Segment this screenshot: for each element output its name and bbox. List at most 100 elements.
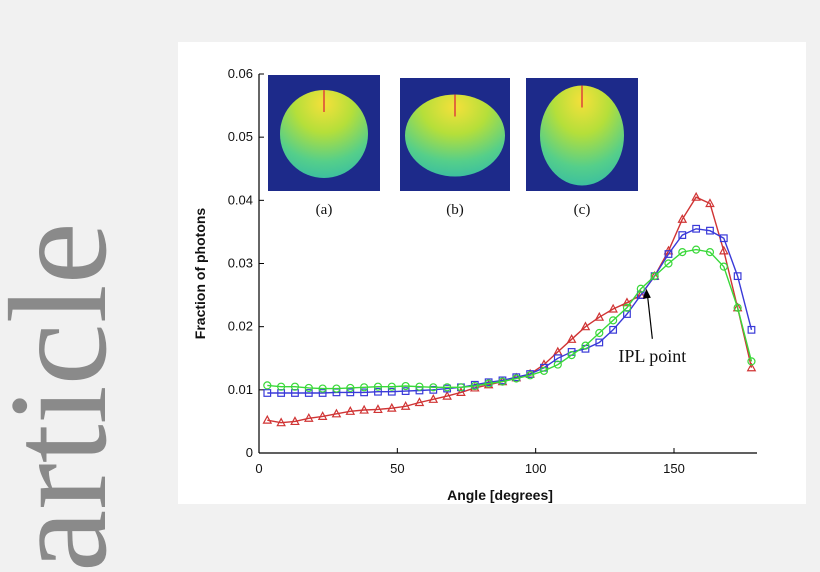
data-point: [373, 382, 383, 391]
annotation-arrow: [646, 293, 653, 339]
figure-panel: 0 0.01 0.02 0.03 0.04 0.05 0.06 0 50 100 150 Angle …: [178, 42, 806, 504]
data-point: [747, 357, 756, 366]
data-point: [622, 303, 632, 312]
data-point: [360, 388, 369, 397]
data-point: [691, 191, 701, 201]
data-point: [705, 198, 715, 208]
line-chart: 0 0.01 0.02 0.03 0.04 0.05 0.06 0 50 100 150 Angle …: [192, 66, 757, 503]
x-tick-label: 150: [663, 461, 685, 476]
data-point: [304, 383, 313, 393]
data-point: [719, 262, 728, 271]
data-point: [318, 384, 327, 393]
data-point: [443, 383, 452, 392]
data-point: [456, 387, 466, 396]
inset-images: (a) (b) (c): [268, 75, 638, 218]
data-point: [331, 408, 342, 418]
data-point: [608, 303, 618, 313]
data-point: [678, 248, 687, 257]
inset-image: (b): [400, 78, 510, 218]
data-point: [317, 411, 328, 420]
data-point: [622, 297, 632, 307]
data-point: [386, 402, 397, 412]
data-point: [692, 245, 701, 254]
data-point: [304, 389, 313, 397]
data-point: [553, 360, 562, 369]
y-tick-label: 0.03: [228, 256, 253, 271]
data-point: [595, 328, 604, 338]
data-point: [387, 382, 396, 391]
data-point: [415, 382, 424, 391]
data-point: [429, 385, 438, 394]
data-point: [263, 381, 272, 390]
data-point: [664, 250, 673, 258]
x-tick-label: 50: [390, 461, 404, 476]
data-point: [346, 388, 355, 397]
data-point: [484, 379, 493, 388]
data-point: [678, 231, 687, 239]
data-point: [360, 383, 369, 392]
y-tick-label: 0: [246, 445, 253, 460]
data-point: [346, 383, 355, 393]
data-point: [719, 234, 728, 243]
x-tick-label: 0: [255, 461, 262, 476]
data-point: [718, 245, 729, 255]
data-point: [318, 389, 327, 397]
y-tick-label: 0.04: [228, 192, 253, 207]
data-point: [387, 387, 396, 396]
annotation-arrowhead: [642, 288, 651, 299]
data-point: [580, 321, 591, 331]
data-point: [636, 284, 645, 293]
series-group: [262, 191, 757, 427]
data-point: [414, 397, 425, 407]
chart-series: [262, 191, 757, 427]
inset-image: (c): [526, 78, 638, 218]
x-tick-label: 100: [525, 461, 547, 476]
data-point: [539, 366, 549, 375]
data-point: [303, 413, 314, 422]
data-point: [428, 394, 439, 403]
data-point: [733, 272, 742, 281]
series-line: [267, 248, 753, 390]
data-point: [747, 325, 756, 334]
y-tick-label: 0.06: [228, 66, 253, 81]
data-point: [609, 316, 618, 325]
inset-shape: [405, 94, 505, 177]
data-point: [277, 382, 286, 391]
background-watermark-text: article: [0, 222, 136, 572]
data-point: [290, 416, 300, 426]
data-point: [429, 383, 438, 392]
chart-annotations: IPL point: [618, 288, 686, 366]
data-point: [290, 382, 300, 391]
data-point: [374, 387, 382, 396]
data-point: [733, 303, 742, 312]
data-point: [581, 341, 590, 350]
data-point: [456, 383, 466, 392]
data-point: [677, 214, 688, 223]
annotation-label: IPL point: [618, 346, 686, 366]
data-point: [400, 400, 411, 410]
watermark-word: article: [0, 222, 136, 572]
data-point: [359, 404, 369, 414]
data-point: [442, 390, 452, 400]
data-point: [595, 338, 604, 347]
data-point: [526, 371, 535, 380]
inset-label: (b): [446, 202, 464, 218]
data-point: [746, 362, 757, 372]
data-point: [567, 350, 576, 360]
data-point: [401, 381, 410, 391]
y-tick-label: 0.05: [228, 129, 253, 144]
data-point: [664, 259, 673, 268]
data-point: [498, 377, 507, 386]
inset-shape: [540, 85, 624, 186]
data-point: [705, 248, 715, 257]
data-point: [692, 224, 701, 233]
data-point: [566, 334, 577, 343]
data-point: [706, 226, 714, 235]
data-point: [345, 406, 356, 415]
x-axis-title: Angle [degrees]: [447, 487, 553, 503]
data-point: [594, 311, 605, 321]
chart-axes: 0 0.01 0.02 0.03 0.04 0.05 0.06 0 50 100 150 Angle …: [192, 66, 757, 503]
series-group: [263, 245, 756, 393]
series-group: [263, 224, 756, 397]
data-point: [650, 272, 659, 281]
